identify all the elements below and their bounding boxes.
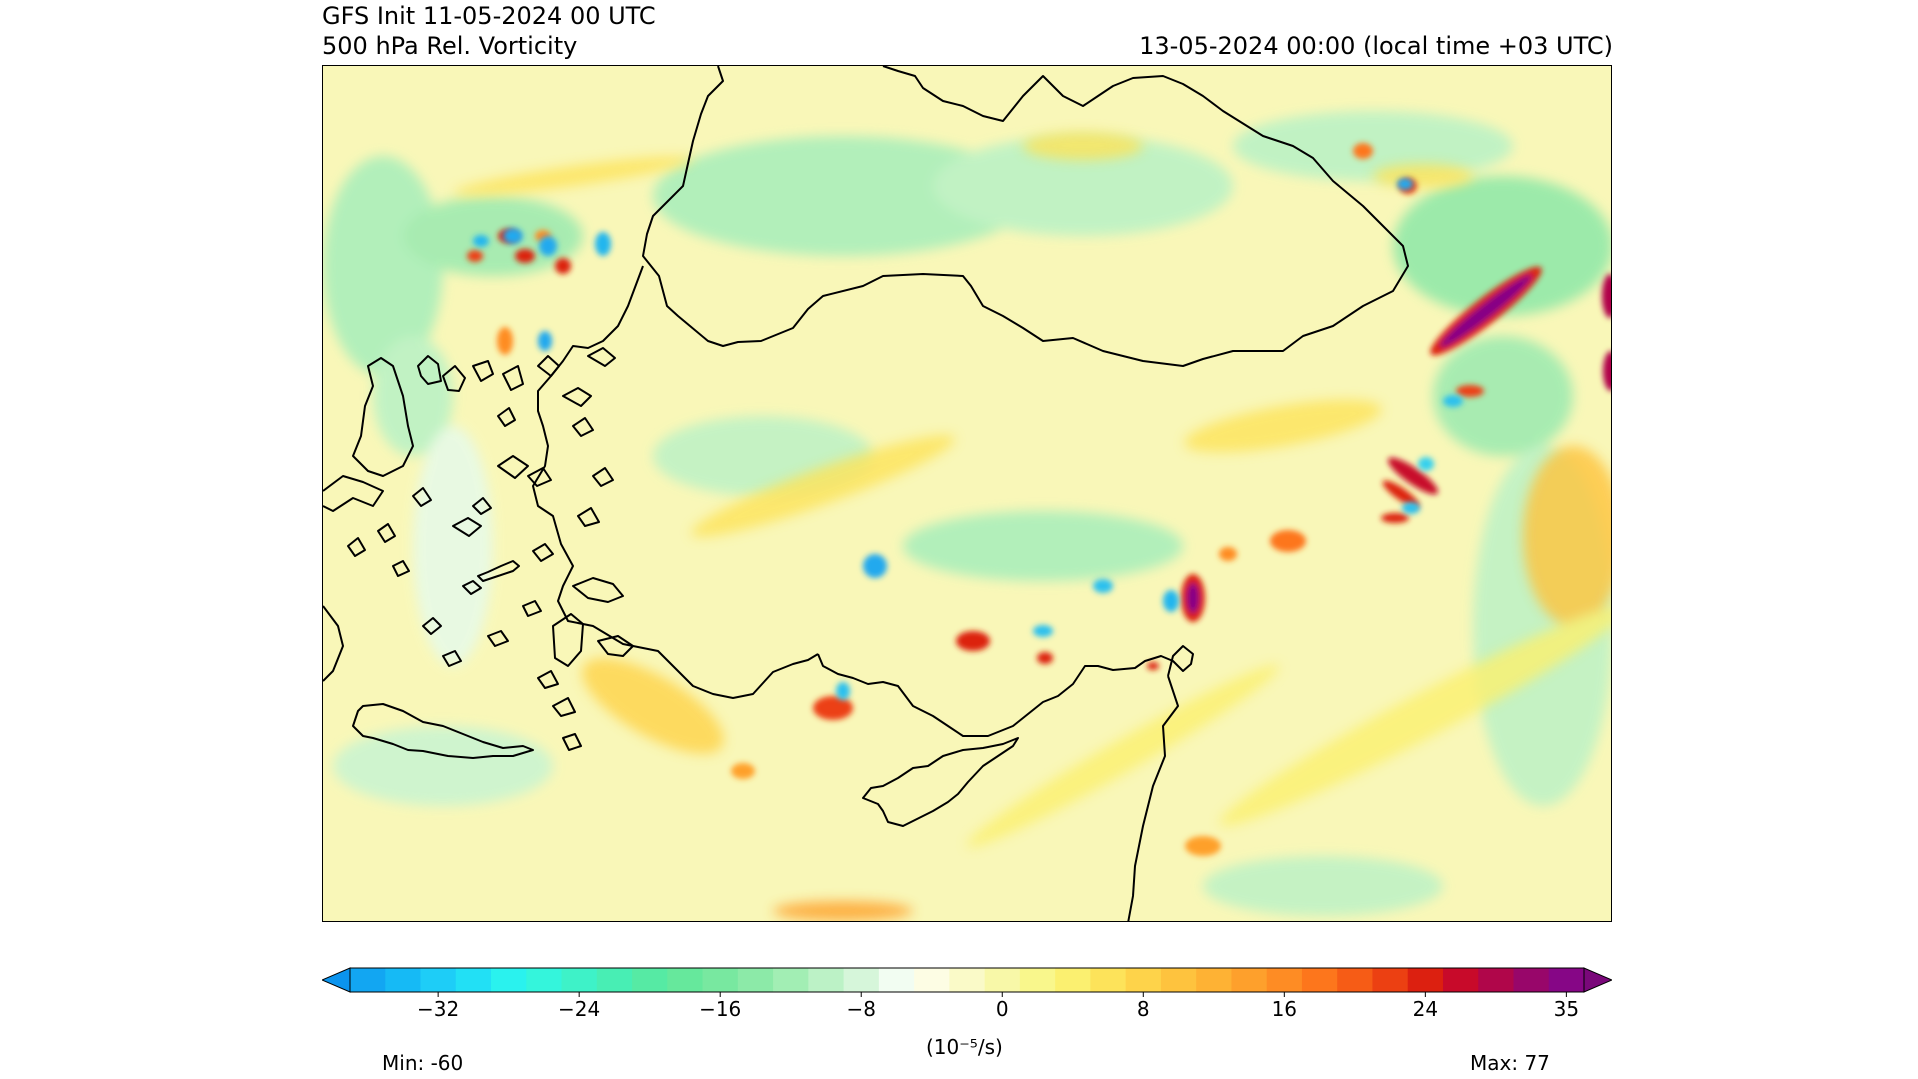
colorbar-tick-label: −8 bbox=[846, 997, 875, 1021]
vorticity-map bbox=[322, 65, 1612, 922]
colorbar-swatch bbox=[491, 968, 527, 992]
colorbar-tick-label: −24 bbox=[558, 997, 600, 1021]
colorbar-swatch bbox=[1019, 968, 1056, 992]
title-line-1: GFS Init 11-05-2024 00 UTC bbox=[322, 2, 656, 30]
colorbar-swatch bbox=[808, 968, 845, 992]
colorbar-swatch bbox=[632, 968, 668, 992]
vorticity-maxima bbox=[467, 143, 1611, 856]
colorbar-tick-label: −16 bbox=[699, 997, 741, 1021]
colorbar-swatch bbox=[1266, 968, 1303, 992]
colorbar-swatch bbox=[1055, 968, 1091, 992]
vorticity-minima bbox=[473, 178, 1463, 700]
colorbar-swatch bbox=[773, 968, 809, 992]
colorbar-swatch bbox=[702, 968, 739, 992]
colorbar-swatch bbox=[1372, 968, 1409, 992]
colorbar-swatch bbox=[949, 968, 986, 992]
colorbar-swatch bbox=[350, 968, 386, 992]
colorbar-outline bbox=[349, 967, 1585, 993]
colorbar: −32 −24 −16 −8 0 8 16 24 35 bbox=[320, 963, 1614, 1023]
colorbar-swatch bbox=[1478, 968, 1514, 992]
colorbar-swatch bbox=[561, 968, 598, 992]
colorbar-swatch bbox=[1125, 968, 1162, 992]
positive-vorticity-regions bbox=[454, 132, 1611, 921]
colorbar-swatch bbox=[667, 968, 704, 992]
colorbar-swatch bbox=[843, 968, 880, 992]
colorbar-tick-label: 16 bbox=[1272, 997, 1297, 1021]
colorbar-tick-label: −32 bbox=[417, 997, 459, 1021]
colorbar-tick-label: 35 bbox=[1554, 997, 1579, 1021]
colorbar-extend-below bbox=[320, 967, 351, 993]
colorbar-swatch bbox=[914, 968, 950, 992]
colorbar-swatch bbox=[984, 968, 1021, 992]
negative-vorticity-regions bbox=[323, 111, 1611, 916]
colorbar-svg: −32 −24 −16 −8 0 8 16 24 35 bbox=[320, 967, 1614, 1021]
colorbar-tick-label: 0 bbox=[996, 997, 1009, 1021]
colorbar-tick-label: 24 bbox=[1413, 997, 1438, 1021]
colorbar-ticks bbox=[437, 992, 1567, 997]
colorbar-swatch bbox=[1090, 968, 1127, 992]
colorbar-swatch bbox=[737, 968, 774, 992]
colorbar-swatch bbox=[1337, 968, 1373, 992]
valid-time-label: 13-05-2024 00:00 (local time +03 UTC) bbox=[1139, 32, 1613, 60]
colorbar-swatch bbox=[1160, 968, 1197, 992]
colorbar-swatch bbox=[1231, 968, 1268, 992]
vorticity-field-svg bbox=[323, 66, 1611, 921]
colorbar-units-label: (10⁻⁵/s) bbox=[926, 1035, 1003, 1059]
max-value-label: Max: 77 bbox=[1470, 1051, 1550, 1075]
colorbar-swatch bbox=[596, 968, 633, 992]
colorbar-swatch bbox=[1548, 968, 1585, 992]
colorbar-swatch bbox=[420, 968, 457, 992]
colorbar-swatch bbox=[526, 968, 563, 992]
colorbar-swatch bbox=[455, 968, 492, 992]
coastlines bbox=[323, 66, 1409, 921]
colorbar-tick-labels: −32 −24 −16 −8 0 8 16 24 35 bbox=[417, 997, 1579, 1021]
colorbar-swatch bbox=[1442, 968, 1479, 992]
colorbar-tick-label: 8 bbox=[1137, 997, 1150, 1021]
colorbar-swatch bbox=[878, 968, 915, 992]
colorbar-swatch bbox=[1301, 968, 1338, 992]
colorbar-extend-above bbox=[1583, 967, 1614, 993]
min-value-label: Min: -60 bbox=[382, 1051, 464, 1075]
colorbar-swatches bbox=[320, 967, 1614, 993]
colorbar-swatch bbox=[385, 968, 422, 992]
colorbar-swatch bbox=[1513, 968, 1550, 992]
title-line-2: 500 hPa Rel. Vorticity bbox=[322, 32, 578, 60]
colorbar-swatch bbox=[1407, 968, 1444, 992]
colorbar-swatch bbox=[1196, 968, 1232, 992]
